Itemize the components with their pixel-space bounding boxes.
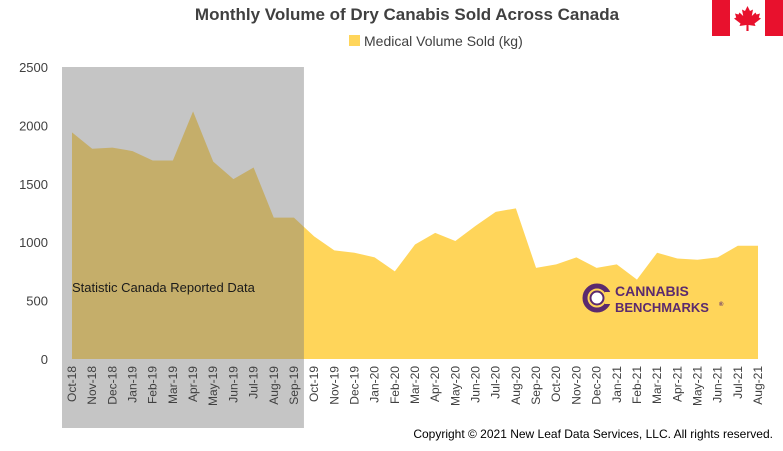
x-tick-label: Apr-20 — [428, 366, 442, 402]
x-tick-label: Aug-19 — [267, 366, 281, 405]
x-tick-label: Mar-19 — [166, 366, 180, 404]
y-tick-label: 500 — [26, 294, 48, 309]
shaded-region-layer — [62, 67, 304, 428]
y-tick-label: 2500 — [19, 60, 48, 75]
x-tick-label: Jul-20 — [489, 366, 503, 399]
logo-line1: CANNABIS — [615, 283, 689, 299]
x-tick-label: Sep-19 — [287, 366, 301, 405]
x-tick-label: Sep-20 — [529, 366, 543, 405]
y-axis: 0 500 1000 1500 2000 2500 — [19, 60, 48, 367]
x-tick-label: Mar-20 — [408, 366, 422, 404]
x-tick-label: May-21 — [690, 366, 704, 406]
x-tick-label: Aug-20 — [509, 366, 523, 405]
cannabis-benchmarks-logo: CANNABIS BENCHMARKS ® — [582, 283, 724, 315]
x-tick-label: May-20 — [448, 366, 462, 406]
logo-line2: BENCHMARKS — [615, 300, 709, 315]
x-tick-label: Dec-20 — [590, 366, 604, 405]
x-tick-label: Aug-21 — [751, 366, 765, 405]
x-tick-label: Nov-18 — [85, 366, 99, 405]
shaded-region — [62, 67, 304, 428]
y-tick-label: 1000 — [19, 235, 48, 250]
x-tick-label: Mar-21 — [650, 366, 664, 404]
y-tick-label: 1500 — [19, 177, 48, 192]
legend: Medical Volume Sold (kg) — [349, 33, 523, 49]
x-tick-label: Jul-19 — [247, 366, 261, 399]
chart-title: Monthly Volume of Dry Canabis Sold Acros… — [195, 5, 620, 24]
x-tick-label: Nov-19 — [327, 366, 341, 405]
x-tick-label: Feb-20 — [388, 366, 402, 404]
x-tick-label: Jan-19 — [126, 366, 140, 403]
x-tick-label: Jun-19 — [226, 366, 240, 403]
logo-mark: ® — [719, 301, 724, 308]
x-tick-label: Oct-19 — [307, 366, 321, 402]
copyright-text: Copyright © 2021 New Leaf Data Services,… — [413, 427, 773, 441]
x-axis: Oct-18 Nov-18 Dec-18 Jan-19 Feb-19 Mar-19 Apr-… — [65, 366, 765, 406]
x-tick-label: Jan-20 — [368, 366, 382, 403]
x-tick-label: Feb-19 — [146, 366, 160, 404]
shaded-region-label: Statistic Canada Reported Data — [72, 280, 256, 295]
x-tick-label: Oct-20 — [549, 366, 563, 402]
x-tick-label: Apr-21 — [670, 366, 684, 402]
x-tick-label: Jul-21 — [731, 366, 745, 399]
x-tick-label: Jun-20 — [469, 366, 483, 403]
x-tick-label: Jan-21 — [610, 366, 624, 403]
y-tick-label: 2000 — [19, 118, 48, 133]
x-tick-label: Apr-19 — [186, 366, 200, 402]
legend-swatch — [349, 35, 360, 46]
x-tick-label: Oct-18 — [65, 366, 79, 402]
x-tick-label: Feb-21 — [630, 366, 644, 404]
x-tick-label: Dec-18 — [105, 366, 119, 405]
y-tick-label: 0 — [41, 352, 48, 367]
canada-flag-icon — [712, 0, 783, 36]
legend-entry: Medical Volume Sold (kg) — [364, 33, 523, 49]
x-tick-label: May-19 — [206, 366, 220, 406]
x-tick-label: Dec-19 — [347, 366, 361, 405]
x-tick-label: Jun-21 — [711, 366, 725, 403]
x-tick-label: Nov-20 — [569, 366, 583, 405]
